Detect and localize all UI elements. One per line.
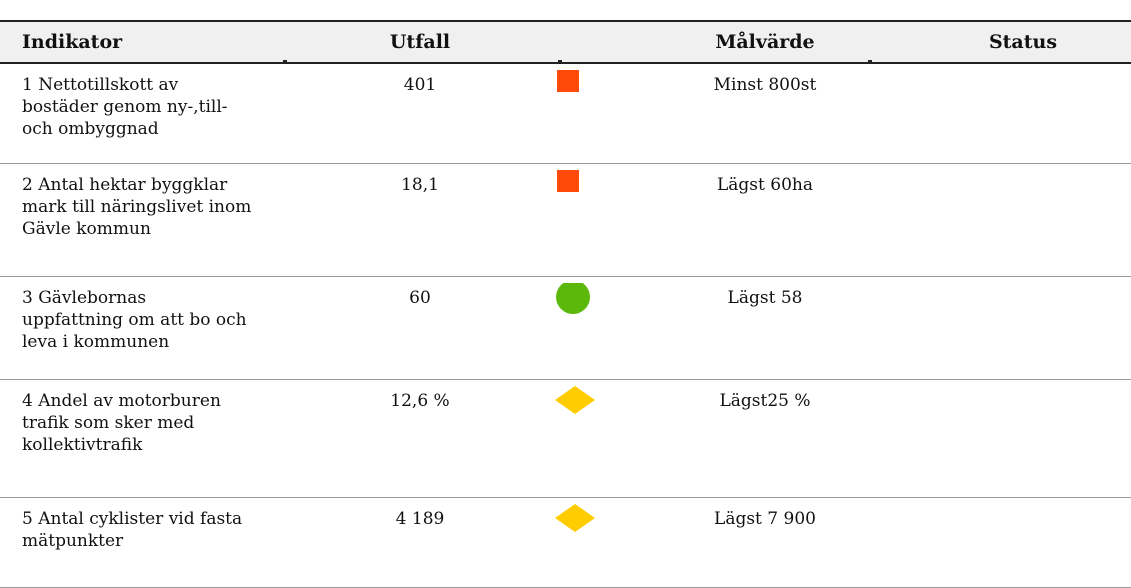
status-icon-cell — [555, 379, 615, 498]
indicator-cell: 3 Gävlebornas uppfattning om att bo och … — [0, 276, 285, 380]
header-cell: Indikator — [0, 20, 285, 64]
table-row: 3 Gävlebornas uppfattning om att bo och … — [0, 276, 1131, 380]
table-row: 5 Antal cyklister vid fasta mätpunkter 4 … — [0, 497, 1131, 588]
divider-tick — [868, 60, 872, 64]
indicator-cell: 1 Nettotillskott av bostäder genom ny-,t… — [0, 63, 285, 164]
status-yellow-diamond — [555, 385, 595, 414]
status-icon-cell — [555, 163, 615, 277]
indicator-text: 1 Nettotillskott av bostäder genom ny-,t… — [22, 75, 228, 139]
page: Indikator Utfall Målvärde Status 1 Netto… — [0, 20, 1131, 588]
status-yellow-diamond — [555, 503, 595, 532]
indicator-table: Indikator Utfall Målvärde Status 1 Netto… — [0, 20, 1131, 588]
status-cell — [915, 163, 1131, 277]
outcome-cell: 401 — [285, 63, 555, 164]
status-cell — [915, 276, 1131, 380]
status-cell — [915, 379, 1131, 498]
status-cell — [915, 497, 1131, 588]
header-cell: Utfall — [285, 20, 555, 64]
target-cell: Minst 800st — [615, 63, 915, 164]
indicator-text: 5 Antal cyklister vid fasta mätpunkter — [22, 508, 243, 551]
status-green-circle — [556, 279, 590, 314]
indicator-cell: 2 Antal hektar byggklar mark till näring… — [0, 163, 285, 277]
indicator-text: 4 Andel av motorburen trafik som sker me… — [22, 390, 221, 455]
target-cell: Lägst 7 900 — [615, 497, 915, 588]
table-row: 4 Andel av motorburen trafik som sker me… — [0, 379, 1131, 498]
header-cell: Status — [915, 20, 1131, 64]
header-cell — [555, 20, 615, 64]
status-icon-cell — [555, 497, 615, 588]
table-row: 2 Antal hektar byggklar mark till näring… — [0, 163, 1131, 277]
header-row: Indikator Utfall Målvärde Status — [0, 20, 1131, 64]
status-icon-cell — [555, 63, 615, 164]
indicator-cell: 4 Andel av motorburen trafik som sker me… — [0, 379, 285, 498]
target-cell: Lägst 58 — [615, 276, 915, 380]
table-row: 1 Nettotillskott av bostäder genom ny-,t… — [0, 63, 1131, 164]
divider-tick — [558, 60, 562, 64]
indicator-cell: 5 Antal cyklister vid fasta mätpunkter — [0, 497, 285, 588]
outcome-cell: 18,1 — [285, 163, 555, 277]
status-cell — [915, 63, 1131, 164]
target-cell: Lägst 60ha — [615, 163, 915, 277]
outcome-cell: 60 — [285, 276, 555, 380]
status-icon-cell — [555, 276, 615, 380]
target-cell: Lägst25 % — [615, 379, 915, 498]
header-cell: Målvärde — [615, 20, 915, 64]
outcome-cell: 4 189 — [285, 497, 555, 588]
indicator-text: 2 Antal hektar byggklar mark till näring… — [22, 174, 252, 239]
status-red-square — [557, 70, 579, 92]
outcome-cell: 12,6 % — [285, 379, 555, 498]
indicator-text: 3 Gävlebornas uppfattning om att bo och … — [22, 287, 247, 352]
status-red-square — [557, 169, 579, 192]
divider-tick — [283, 60, 287, 64]
